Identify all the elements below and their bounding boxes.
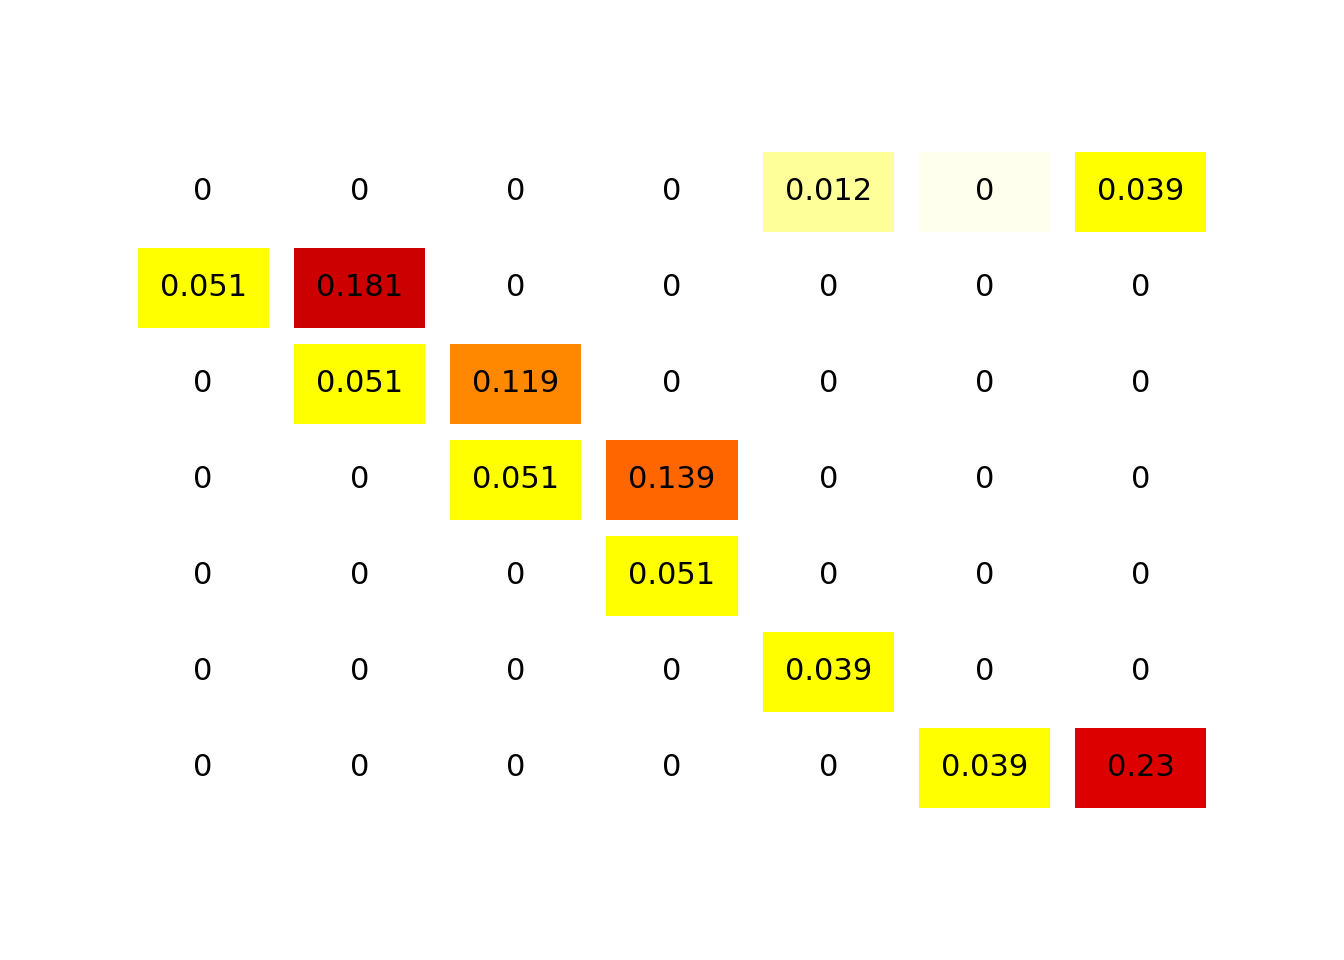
Text: 0: 0 — [194, 562, 212, 590]
FancyBboxPatch shape — [450, 344, 582, 424]
Text: 0: 0 — [507, 754, 526, 782]
Text: 0: 0 — [818, 466, 837, 494]
Text: 0: 0 — [507, 562, 526, 590]
Text: 0: 0 — [974, 658, 995, 686]
Text: 0: 0 — [507, 274, 526, 302]
Text: 0: 0 — [974, 466, 995, 494]
Text: 0: 0 — [974, 274, 995, 302]
FancyBboxPatch shape — [606, 440, 738, 520]
Text: 0: 0 — [349, 466, 370, 494]
Text: 0.051: 0.051 — [160, 274, 247, 302]
Text: 0.139: 0.139 — [629, 466, 715, 494]
Text: 0.051: 0.051 — [472, 466, 559, 494]
Text: 0: 0 — [663, 274, 681, 302]
Text: 0.039: 0.039 — [785, 658, 872, 686]
Text: 0: 0 — [349, 754, 370, 782]
Text: 0: 0 — [194, 466, 212, 494]
Text: 0.119: 0.119 — [472, 370, 559, 398]
Text: 0: 0 — [974, 370, 995, 398]
Text: 0: 0 — [818, 370, 837, 398]
FancyBboxPatch shape — [762, 632, 894, 712]
Text: 0: 0 — [194, 754, 212, 782]
FancyBboxPatch shape — [606, 536, 738, 616]
Text: 0: 0 — [663, 370, 681, 398]
Text: 0: 0 — [507, 178, 526, 206]
Text: 0: 0 — [1132, 466, 1150, 494]
Text: 0: 0 — [818, 562, 837, 590]
FancyBboxPatch shape — [450, 440, 582, 520]
Text: 0: 0 — [349, 658, 370, 686]
Text: 0.039: 0.039 — [941, 754, 1028, 782]
FancyBboxPatch shape — [294, 248, 425, 328]
Text: 0: 0 — [818, 274, 837, 302]
Text: 0: 0 — [974, 178, 995, 206]
Text: 0: 0 — [507, 658, 526, 686]
Text: 0.051: 0.051 — [316, 370, 403, 398]
FancyBboxPatch shape — [919, 152, 1050, 232]
Text: 0: 0 — [194, 658, 212, 686]
Text: 0: 0 — [663, 178, 681, 206]
Text: 0.23: 0.23 — [1107, 754, 1175, 782]
Text: 0: 0 — [663, 754, 681, 782]
Text: 0: 0 — [194, 370, 212, 398]
Text: 0.051: 0.051 — [629, 562, 715, 590]
Text: 0: 0 — [1132, 370, 1150, 398]
Text: 0.181: 0.181 — [316, 274, 403, 302]
Text: 0: 0 — [194, 178, 212, 206]
FancyBboxPatch shape — [294, 344, 425, 424]
Text: 0: 0 — [818, 754, 837, 782]
FancyBboxPatch shape — [1075, 152, 1207, 232]
Text: 0.039: 0.039 — [1097, 178, 1184, 206]
Text: 0: 0 — [349, 178, 370, 206]
Text: 0: 0 — [1132, 562, 1150, 590]
Text: 0.012: 0.012 — [785, 178, 872, 206]
Text: 0: 0 — [1132, 658, 1150, 686]
Text: 0: 0 — [1132, 274, 1150, 302]
FancyBboxPatch shape — [137, 248, 269, 328]
Text: 0: 0 — [663, 658, 681, 686]
FancyBboxPatch shape — [1075, 728, 1207, 808]
Text: 0: 0 — [974, 562, 995, 590]
FancyBboxPatch shape — [762, 152, 894, 232]
FancyBboxPatch shape — [919, 728, 1050, 808]
Text: 0: 0 — [349, 562, 370, 590]
